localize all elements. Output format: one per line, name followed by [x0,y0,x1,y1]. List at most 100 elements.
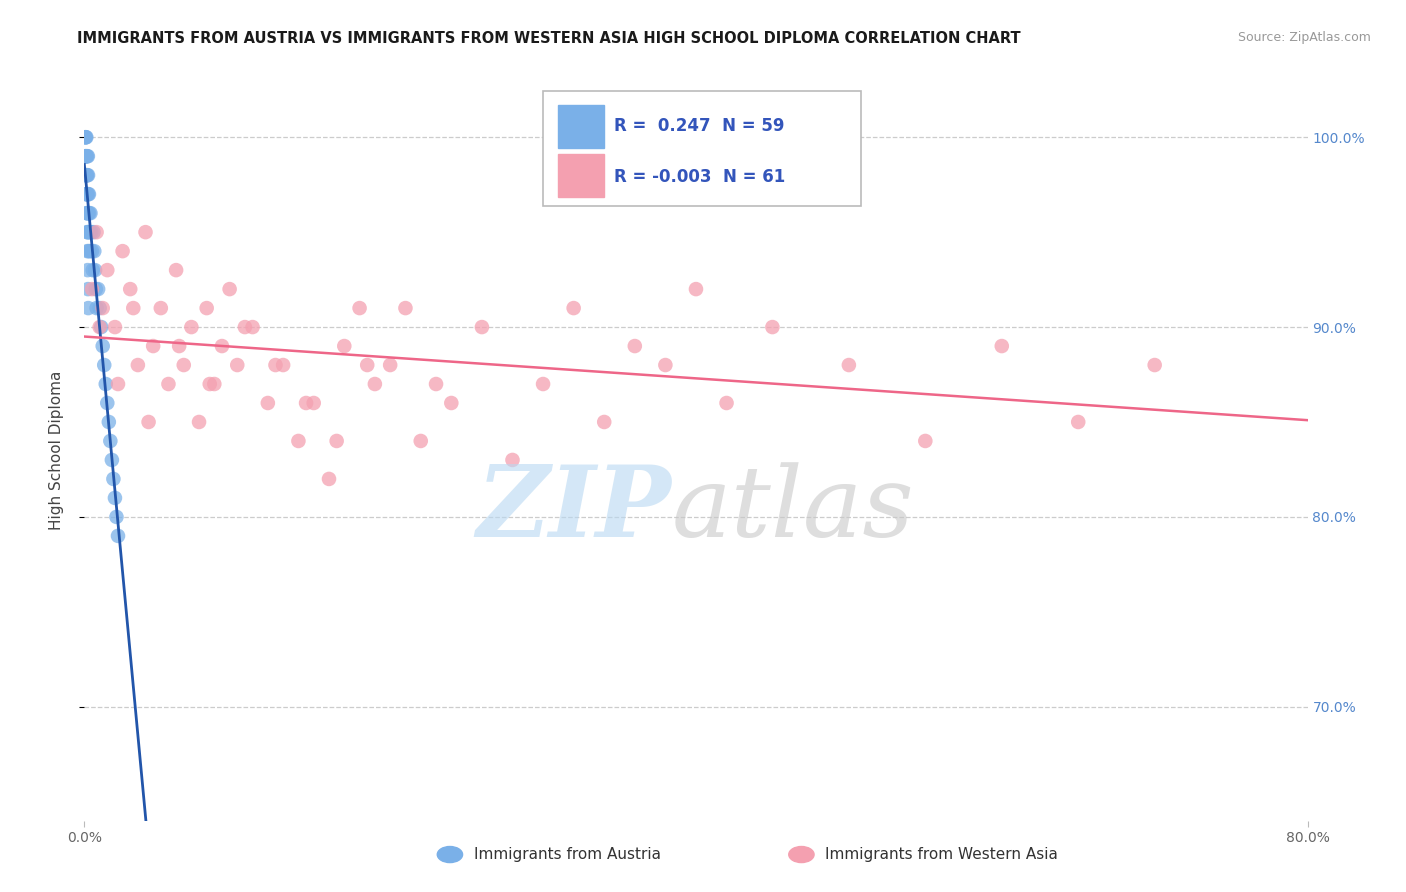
Point [624,339,647,353]
Point [96,263,118,277]
Point [77,225,100,239]
Point [76,149,98,163]
Point [287,434,309,448]
Point [394,301,416,315]
Point [107,529,129,543]
Point [89,320,111,334]
Point [91,301,114,315]
Point [76,206,98,220]
Point [188,415,211,429]
Text: R =  0.247  N = 59: R = 0.247 N = 59 [614,117,785,136]
Point [173,358,195,372]
Text: R = -0.003  N = 61: R = -0.003 N = 61 [614,168,786,186]
FancyBboxPatch shape [543,91,860,206]
Point [226,358,249,372]
Point [77,206,100,220]
Point [76,206,98,220]
FancyBboxPatch shape [558,104,605,148]
Point [79,244,101,259]
Point [349,301,371,315]
Point [104,320,127,334]
Point [409,434,432,448]
Point [838,358,860,372]
Point [149,301,172,315]
Point [76,225,98,239]
Point [195,301,218,315]
Point [127,358,149,372]
Point [75,187,97,202]
Point [76,263,98,277]
Point [75,130,97,145]
Text: Source: ZipAtlas.com: Source: ZipAtlas.com [1237,31,1371,45]
Point [531,377,554,392]
Point [233,320,256,334]
Point [80,244,103,259]
Point [1143,358,1166,372]
Point [77,187,100,202]
Point [76,168,98,182]
Point [86,225,108,239]
Point [83,225,105,239]
Text: Immigrants from Western Asia: Immigrants from Western Asia [825,847,1059,862]
Point [77,282,100,296]
Point [76,149,98,163]
Y-axis label: High School Diploma: High School Diploma [49,371,63,530]
Point [90,320,112,334]
Point [96,396,118,410]
FancyBboxPatch shape [558,154,605,197]
Point [76,187,98,202]
Point [440,396,463,410]
Point [80,225,103,239]
Point [120,282,142,296]
Point [76,187,98,202]
Point [75,149,97,163]
Text: IMMIGRANTS FROM AUSTRIA VS IMMIGRANTS FROM WESTERN ASIA HIGH SCHOOL DIPLOMA CORR: IMMIGRANTS FROM AUSTRIA VS IMMIGRANTS FR… [77,31,1021,46]
Point [122,301,145,315]
Point [138,415,160,429]
Point [325,434,347,448]
Point [75,168,97,182]
Point [75,149,97,163]
Point [76,168,98,182]
Point [271,358,294,372]
Point [77,187,100,202]
Point [103,472,125,486]
Text: ZIP: ZIP [477,461,672,558]
Point [98,434,121,448]
Point [180,320,202,334]
Point [202,377,225,392]
Point [101,453,124,467]
Point [111,244,134,259]
Point [76,244,98,259]
Point [761,320,783,334]
Point [79,206,101,220]
Point [75,168,97,182]
Point [198,377,221,392]
Point [218,282,240,296]
Point [77,206,100,220]
Point [77,301,100,315]
Point [318,472,340,486]
Point [86,301,108,315]
Point [77,168,100,182]
Point [79,225,101,239]
Point [75,130,97,145]
Text: Immigrants from Austria: Immigrants from Austria [474,847,661,862]
Point [107,377,129,392]
Point [1067,415,1090,429]
Point [364,377,387,392]
Point [75,187,97,202]
Point [502,453,524,467]
Point [471,320,494,334]
Point [242,320,264,334]
Point [75,130,97,145]
Point [716,396,738,410]
Point [75,149,97,163]
Point [295,396,318,410]
Point [83,244,105,259]
Point [593,415,616,429]
Point [77,244,100,259]
Point [264,358,287,372]
Point [142,339,165,353]
Point [425,377,447,392]
